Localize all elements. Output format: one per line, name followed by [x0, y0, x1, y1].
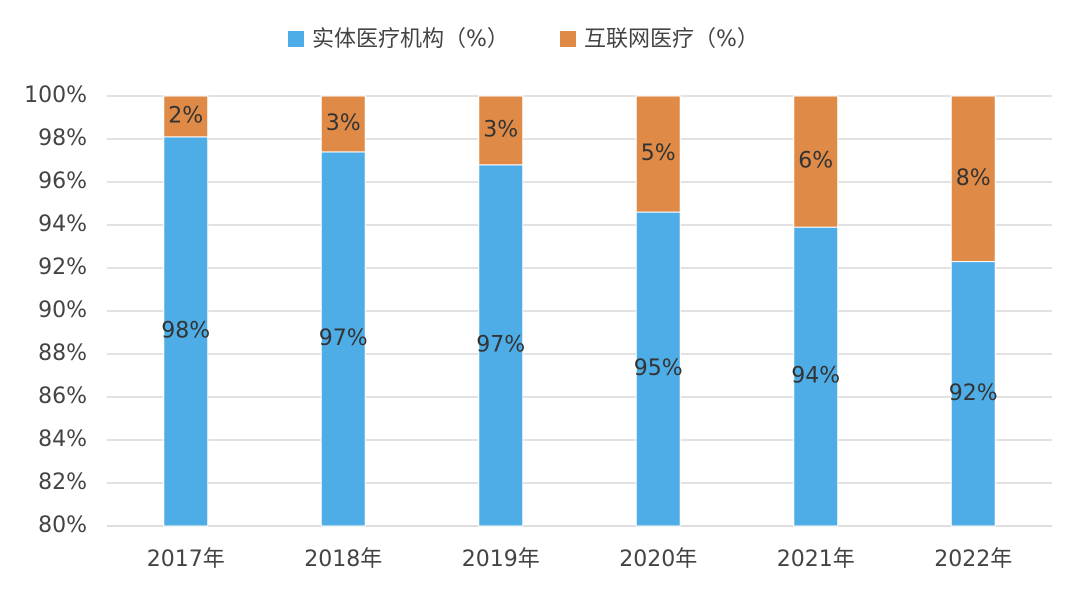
value-label: 6% [798, 149, 833, 174]
legend-swatch [288, 31, 304, 47]
bar-segment [635, 211, 681, 527]
legend-label: 互联网医疗（%） [584, 27, 759, 52]
x-tick-label: 2021年 [777, 547, 855, 572]
value-label: 3% [483, 117, 518, 142]
bar-segment [478, 95, 524, 166]
bar-segment [163, 95, 209, 138]
bar-segment [320, 95, 366, 153]
bar-segment [950, 95, 996, 263]
bar-segment [478, 164, 524, 527]
x-tick-label: 2017年 [147, 547, 225, 572]
y-tick-label: 94% [38, 212, 87, 237]
x-tick-label: 2018年 [304, 547, 382, 572]
value-label: 94% [791, 364, 840, 389]
y-tick-label: 96% [38, 169, 87, 194]
x-tick-label: 2022年 [934, 547, 1012, 572]
legend-label: 实体医疗机构（%） [312, 27, 509, 52]
value-label: 2% [168, 103, 203, 128]
bar-segment [163, 136, 209, 527]
value-label: 92% [949, 381, 998, 406]
y-tick-label: 86% [38, 384, 87, 409]
y-tick-label: 92% [38, 255, 87, 280]
bar-segment [635, 95, 681, 213]
y-tick-label: 82% [38, 470, 87, 495]
value-label: 3% [326, 111, 361, 136]
value-label: 97% [319, 326, 368, 351]
legend-swatch [560, 31, 576, 47]
y-tick-label: 84% [38, 427, 87, 452]
value-label: 95% [634, 356, 683, 381]
value-label: 97% [476, 332, 525, 357]
y-tick-label: 80% [38, 513, 87, 538]
y-tick-label: 90% [38, 298, 87, 323]
value-label: 98% [161, 318, 210, 343]
value-label: 5% [641, 141, 676, 166]
bar-segment [950, 261, 996, 527]
y-tick-label: 100% [24, 83, 87, 108]
x-tick-label: 2020年 [619, 547, 697, 572]
bar-segment [793, 95, 839, 228]
value-label: 8% [956, 166, 991, 191]
x-tick-label: 2019年 [462, 547, 540, 572]
y-tick-label: 98% [38, 126, 87, 151]
y-tick-label: 88% [38, 341, 87, 366]
